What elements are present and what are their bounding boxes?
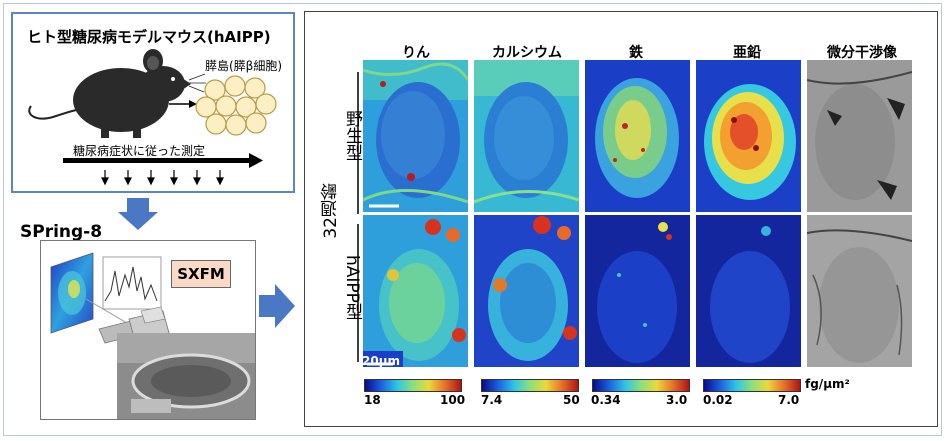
colorbar-calcium-min: 7.4 (481, 393, 503, 407)
mouse-model-box: ヒト型糖尿病モデルマウス(hAIPP) (11, 12, 295, 193)
colorbar-iron-min: 0.34 (591, 393, 621, 407)
mouse-islet-illustration (28, 49, 277, 186)
storage-ring-photo (117, 333, 255, 419)
colorbar-phosphorus-min: 18 (364, 393, 381, 407)
mouse-icon (28, 49, 206, 138)
timeline-ticks (101, 170, 224, 186)
dic-image-wild (807, 60, 912, 212)
beamline-illustration (50, 252, 255, 419)
colorbar-iron (592, 379, 690, 392)
colorbar-iron-max: 3.0 (666, 393, 688, 407)
row-brackets (357, 72, 359, 362)
map-iron-wild (585, 60, 690, 212)
column-header-phosphorus: りん (402, 45, 430, 61)
colorbar-calcium-max: 50 (563, 393, 580, 407)
column-header-dic: 微分干渉像 (827, 45, 897, 61)
spectrum-plot-icon (102, 256, 162, 310)
map-calcium-haipp (474, 215, 579, 367)
colorbar-zinc-max: 7.0 (778, 393, 800, 407)
colorbar-phosphorus (364, 379, 462, 392)
model-title: ヒト型糖尿病モデルマウス(hAIPP) (27, 28, 271, 46)
colorbar-zinc-min: 0.02 (703, 393, 733, 407)
colorbar-unit: fg/μm² (805, 377, 850, 391)
map-zinc-wild (696, 60, 801, 212)
right-arrow-icon (259, 284, 295, 328)
column-header-iron: 鉄 (629, 45, 643, 61)
timeline-label: 糖尿病症状に従った測定 (73, 144, 206, 158)
row-label-haipp: hAIPP型 (342, 255, 362, 320)
down-arrow-icon (118, 198, 158, 230)
scale-bar-label: 20μm (362, 354, 401, 368)
sample-map-icon (50, 252, 94, 334)
column-header-zinc: 亜鉛 (733, 45, 761, 61)
colorbar-phosphorus-max: 100 (440, 393, 466, 407)
column-header-calcium: カルシウム (492, 45, 562, 61)
row-label-wild-type: 野生型 (342, 110, 362, 161)
spring8-box (40, 240, 256, 420)
figure-frame (3, 3, 942, 436)
facility-name: SPring-8 (20, 222, 103, 242)
islet-label: 膵島(膵β細胞) (205, 59, 283, 73)
map-calcium-wild (474, 60, 579, 212)
dic-image-haipp (807, 215, 912, 367)
map-zinc-haipp (696, 215, 801, 367)
method-badge: SXFM (171, 260, 231, 288)
colorbar-zinc (703, 379, 801, 392)
colorbar-calcium (481, 379, 579, 392)
map-phosphorus-wild (363, 60, 468, 212)
islet-cells-icon (195, 75, 277, 136)
small-arrow-icon (169, 100, 197, 108)
timeline-arrow (63, 153, 263, 168)
map-phosphorus-haipp (363, 215, 468, 367)
map-iron-haipp (585, 215, 690, 367)
